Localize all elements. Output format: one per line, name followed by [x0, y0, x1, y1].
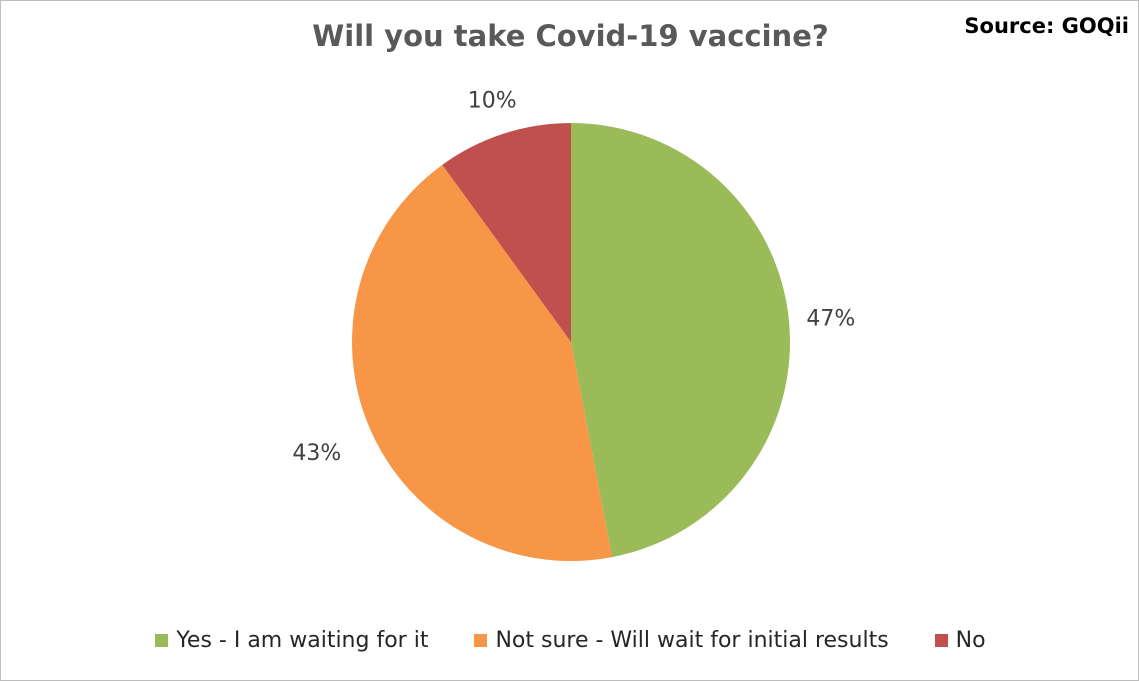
legend-swatch-not-sure	[474, 634, 488, 647]
legend-swatch-no	[934, 634, 948, 647]
pie-slices	[352, 123, 790, 562]
legend-item-yes: Yes - I am waiting for it	[155, 628, 428, 653]
pie-data-labels: 47% 43% 10%	[292, 88, 855, 466]
legend-item-no: No	[934, 628, 986, 653]
legend-label-yes: Yes - I am waiting for it	[176, 628, 429, 653]
legend: Yes - I am waiting for it Not sure - Wil…	[1, 628, 1139, 653]
chart-title: Will you take Covid-19 vaccine?	[312, 19, 829, 53]
pie-slice-no	[442, 123, 571, 342]
pie-slice-yes	[571, 123, 790, 558]
data-label-yes: 47%	[806, 306, 855, 331]
data-label-not-sure: 43%	[292, 441, 341, 466]
pie-slice-not-sure	[352, 164, 613, 562]
legend-label-not-sure: Not sure - Will wait for initial results	[495, 628, 889, 653]
data-label-no: 10%	[468, 88, 517, 113]
legend-label-no: No	[955, 628, 986, 653]
source-label: Source: GOQii	[964, 14, 1129, 38]
legend-swatch-yes	[155, 634, 169, 647]
legend-item-not-sure: Not sure - Will wait for initial results	[474, 628, 889, 653]
